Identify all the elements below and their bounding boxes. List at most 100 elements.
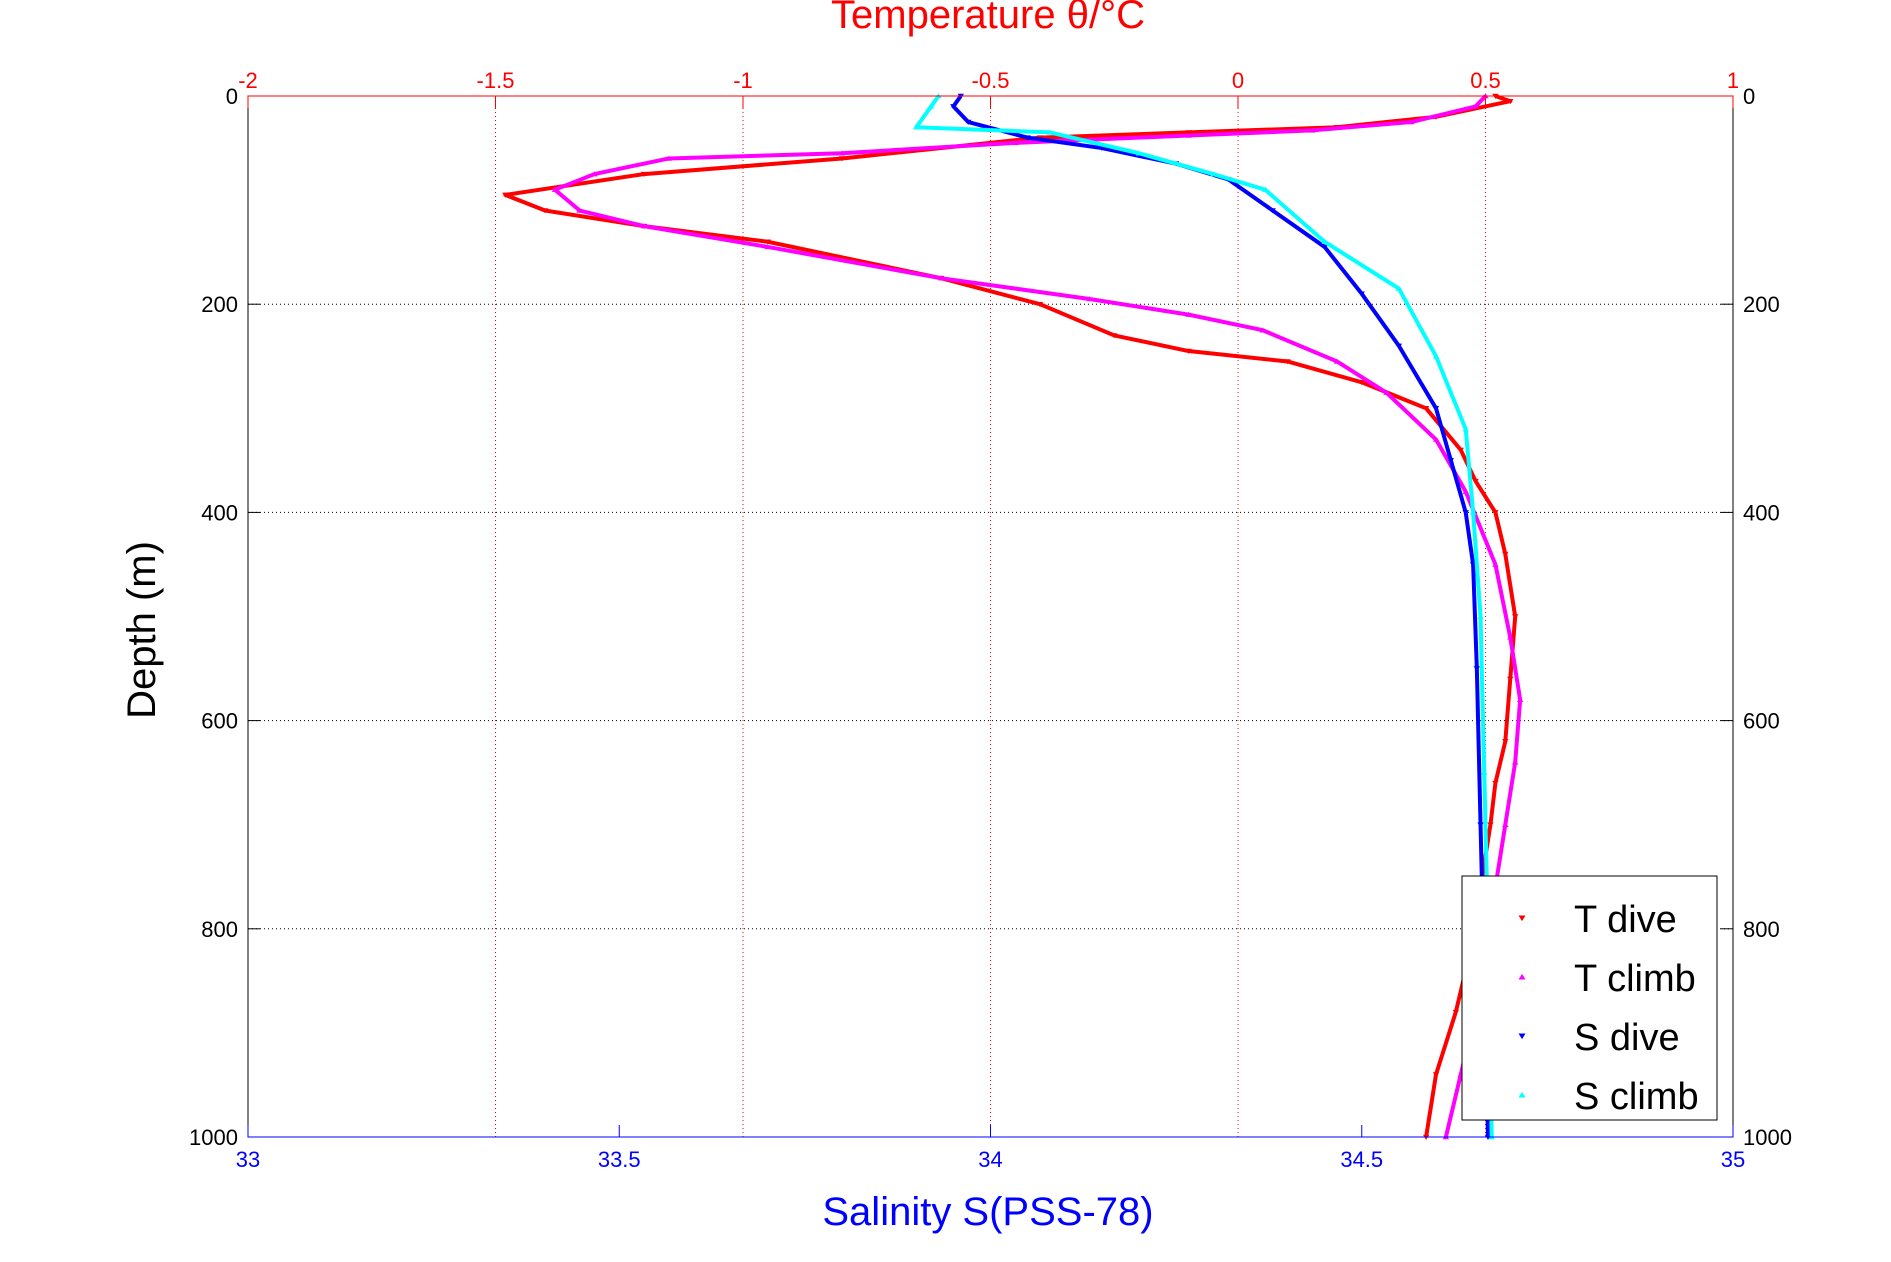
data-point bbox=[1492, 561, 1499, 567]
x-bottom-tick-label: 34.5 bbox=[1340, 1147, 1383, 1172]
data-point bbox=[1512, 759, 1519, 765]
data-point bbox=[1395, 343, 1403, 349]
y-tick-label-right: 200 bbox=[1743, 292, 1780, 317]
data-point bbox=[1333, 358, 1341, 364]
data-point bbox=[1502, 739, 1509, 745]
data-point bbox=[1395, 285, 1403, 291]
data-point bbox=[1012, 139, 1019, 146]
data-point bbox=[913, 124, 920, 130]
data-point bbox=[1432, 1072, 1440, 1078]
axis-ticks: 0 0 200 200 400 400 600 600 800 800 1000 1000 -2 -1.5… bbox=[189, 68, 1792, 1172]
x-top-tick-label: -2 bbox=[238, 68, 258, 93]
data-point bbox=[1086, 296, 1093, 302]
series-line-s-climb bbox=[914, 94, 1494, 1138]
legend-label: T dive bbox=[1574, 899, 1677, 941]
data-point bbox=[591, 171, 598, 177]
data-point bbox=[1309, 127, 1316, 133]
data-point bbox=[1185, 348, 1192, 354]
y-tick-label-left: 200 bbox=[201, 292, 238, 317]
y-tick-label-right: 1000 bbox=[1743, 1125, 1792, 1150]
x-top-tick-label: 0.5 bbox=[1470, 68, 1501, 93]
legend-marker bbox=[1518, 973, 1526, 980]
y-axis-label: Depth (m) bbox=[120, 541, 164, 719]
data-point bbox=[576, 207, 583, 213]
data-point bbox=[1469, 562, 1477, 568]
chart-title: Temperature θ/°C bbox=[831, 0, 1145, 37]
data-point bbox=[1358, 380, 1365, 386]
legend-label: T climb bbox=[1574, 958, 1696, 1000]
x-bottom-tick-label: 33.5 bbox=[598, 1147, 641, 1172]
y-tick-label-left: 1000 bbox=[189, 1125, 238, 1150]
data-point bbox=[1185, 311, 1192, 317]
data-point bbox=[1024, 135, 1031, 141]
x-top-tick-label: 1 bbox=[1727, 68, 1739, 93]
data-point bbox=[838, 156, 846, 162]
x-top-tick-label: -0.5 bbox=[972, 68, 1010, 93]
data-point bbox=[1447, 458, 1455, 464]
data-point bbox=[640, 171, 648, 177]
data-point bbox=[1432, 353, 1440, 359]
y-tick-label-left: 0 bbox=[226, 84, 238, 109]
legend-label: S dive bbox=[1574, 1017, 1680, 1059]
data-point bbox=[1321, 238, 1328, 244]
data-point bbox=[1408, 119, 1415, 125]
data-point bbox=[1432, 436, 1440, 442]
data-point bbox=[665, 155, 672, 161]
data-point bbox=[1457, 447, 1464, 453]
y-tick-label-right: 800 bbox=[1743, 917, 1780, 942]
data-point bbox=[950, 104, 957, 110]
data-point bbox=[1481, 769, 1488, 775]
data-point bbox=[541, 208, 549, 214]
data-point bbox=[1492, 510, 1499, 516]
data-point bbox=[1516, 696, 1524, 703]
legend: T dive T climb S dive S climb bbox=[1461, 875, 1718, 1121]
data-series bbox=[502, 93, 1524, 1140]
data-point bbox=[838, 150, 846, 156]
data-point bbox=[1262, 186, 1269, 192]
data-point bbox=[1046, 129, 1054, 135]
data-point bbox=[1422, 406, 1430, 412]
data-point bbox=[1492, 780, 1499, 786]
data-point bbox=[1462, 510, 1469, 516]
data-point bbox=[1210, 171, 1217, 177]
data-point bbox=[1473, 666, 1481, 672]
legend-marker bbox=[1518, 915, 1526, 922]
data-point bbox=[1469, 509, 1477, 515]
data-point bbox=[1259, 327, 1266, 333]
data-point bbox=[1512, 614, 1519, 620]
y-tick-label-right: 600 bbox=[1743, 709, 1780, 734]
x-bottom-tick-label: 35 bbox=[1721, 1147, 1745, 1172]
data-point bbox=[1477, 822, 1484, 828]
data-point bbox=[1472, 478, 1479, 485]
data-point bbox=[1507, 634, 1514, 640]
data-point bbox=[1502, 551, 1509, 557]
data-point bbox=[1284, 359, 1291, 365]
data-point bbox=[937, 275, 945, 281]
y-tick-label-left: 800 bbox=[201, 917, 238, 942]
grid-lines bbox=[248, 96, 1733, 1137]
data-point bbox=[1185, 132, 1192, 138]
data-point bbox=[1358, 291, 1365, 297]
data-point bbox=[764, 244, 771, 250]
x-top-tick-label: -1.5 bbox=[477, 68, 515, 93]
data-point bbox=[1462, 426, 1469, 432]
x-top-tick-label: -1 bbox=[733, 68, 753, 93]
legend-box bbox=[1461, 875, 1718, 1121]
data-point bbox=[502, 192, 509, 198]
x-top-tick-label: 0 bbox=[1232, 68, 1244, 93]
data-point bbox=[1269, 208, 1276, 214]
data-point bbox=[1472, 103, 1479, 109]
series-t-climb bbox=[551, 93, 1524, 1140]
data-point bbox=[927, 103, 935, 109]
data-point bbox=[1098, 145, 1106, 151]
legend-marker bbox=[1518, 1033, 1526, 1040]
y-tick-label-right: 400 bbox=[1743, 500, 1780, 525]
data-point bbox=[1135, 150, 1143, 156]
data-point bbox=[1111, 333, 1118, 339]
legend-label: S climb bbox=[1574, 1076, 1699, 1118]
x-bottom-tick-label: 34 bbox=[978, 1147, 1002, 1172]
y-tick-label-left: 600 bbox=[201, 709, 238, 734]
data-point bbox=[1507, 676, 1514, 682]
data-point bbox=[1487, 822, 1494, 828]
